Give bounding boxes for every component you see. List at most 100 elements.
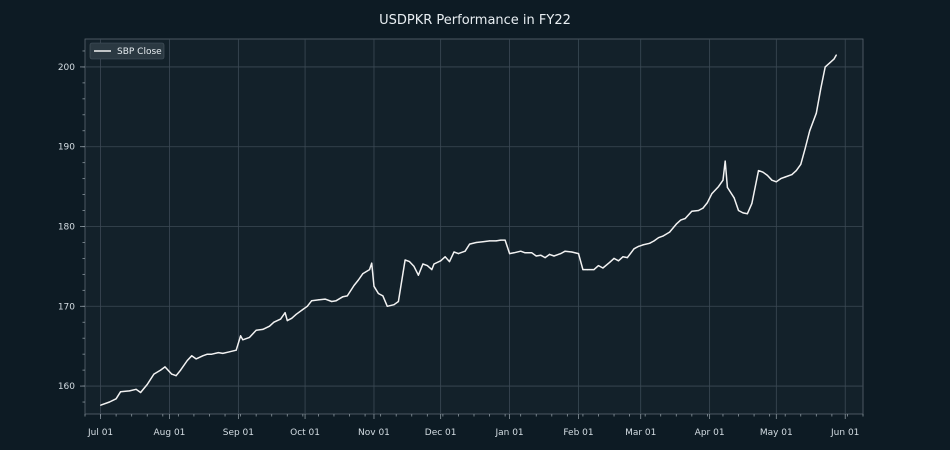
data-point (153, 373, 155, 375)
data-point (780, 178, 782, 180)
data-point (371, 262, 373, 264)
x-tick-label: Mar 01 (625, 428, 656, 438)
data-point (217, 352, 219, 354)
data-point (609, 261, 611, 263)
data-point (680, 219, 682, 221)
data-point (242, 339, 244, 341)
data-point (273, 321, 275, 323)
data-point (757, 170, 760, 172)
data-point (751, 202, 753, 204)
data-point (509, 253, 511, 255)
data-point (346, 295, 348, 297)
data-point (469, 243, 471, 245)
series-points (100, 54, 837, 406)
data-point (413, 265, 415, 267)
x-tick-label: Apr 01 (695, 428, 725, 438)
data-point (362, 273, 364, 275)
data-point (593, 269, 595, 271)
data-point (513, 252, 515, 254)
data-point (762, 171, 764, 173)
data-point (135, 388, 137, 390)
data-point (286, 320, 288, 322)
y-tick-label: 170 (58, 302, 75, 312)
data-point (577, 253, 580, 255)
x-tick-label: Feb 01 (563, 428, 593, 438)
data-point (191, 355, 193, 357)
data-point (626, 257, 629, 259)
data-point (120, 391, 122, 393)
data-point (722, 179, 724, 181)
x-tick-label: Nov 01 (358, 428, 390, 438)
legend: SBP Close (89, 42, 165, 60)
data-point (171, 373, 173, 375)
x-tick-label: Oct 01 (290, 428, 320, 438)
data-point (717, 186, 720, 188)
data-point (653, 240, 655, 242)
data-point (711, 193, 713, 195)
y-tick-label: 180 (58, 223, 75, 233)
chart-title: USDPKR Performance in FY22 (379, 13, 571, 28)
data-point (697, 209, 700, 212)
data-point (368, 269, 371, 271)
data-point (724, 160, 726, 162)
data-point (791, 174, 793, 176)
data-point (235, 349, 237, 351)
data-point (746, 213, 749, 215)
data-point (248, 336, 251, 338)
legend-entry-sbp-close: SBP Close (117, 47, 162, 57)
data-point (240, 335, 242, 337)
data-point (306, 305, 308, 307)
data-point (835, 54, 837, 56)
data-point (186, 359, 188, 362)
data-point (742, 212, 744, 214)
data-point (766, 174, 769, 176)
data-point (431, 269, 433, 271)
data-point (637, 245, 640, 247)
data-point (549, 253, 551, 255)
data-point (662, 235, 664, 237)
data-point (560, 253, 562, 255)
data-point (820, 87, 822, 90)
data-point (702, 207, 704, 209)
grid (85, 39, 863, 414)
data-point (262, 328, 264, 330)
data-point (291, 317, 293, 319)
data-point (829, 62, 831, 64)
data-point (669, 231, 671, 233)
data-point (804, 147, 806, 149)
x-tick-label: Dec 01 (425, 428, 457, 438)
data-point (140, 391, 142, 394)
data-point (571, 251, 573, 253)
data-point (180, 369, 182, 371)
data-point (737, 209, 740, 212)
data-point (377, 292, 379, 295)
legend-box (89, 42, 165, 60)
data-point (211, 353, 213, 355)
data-point (544, 257, 546, 259)
data-point (815, 112, 817, 114)
data-point (324, 298, 326, 300)
data-point (440, 260, 442, 262)
data-point (833, 58, 835, 60)
data-point (800, 163, 802, 165)
data-point (444, 256, 446, 258)
data-point (206, 353, 208, 355)
data-point (675, 223, 677, 225)
data-point (824, 66, 826, 68)
data-point (691, 210, 693, 212)
data-point (613, 257, 615, 259)
data-point (649, 242, 651, 244)
data-point (726, 186, 729, 188)
data-point (417, 274, 419, 276)
data-point (317, 299, 319, 301)
data-point (255, 329, 257, 331)
data-point (115, 398, 117, 400)
data-point (540, 254, 542, 256)
data-point (809, 130, 811, 132)
data-point (302, 308, 304, 311)
data-point (602, 267, 604, 269)
data-point (382, 295, 384, 297)
data-point (448, 261, 451, 263)
data-point (553, 255, 555, 257)
data-point (657, 237, 660, 239)
